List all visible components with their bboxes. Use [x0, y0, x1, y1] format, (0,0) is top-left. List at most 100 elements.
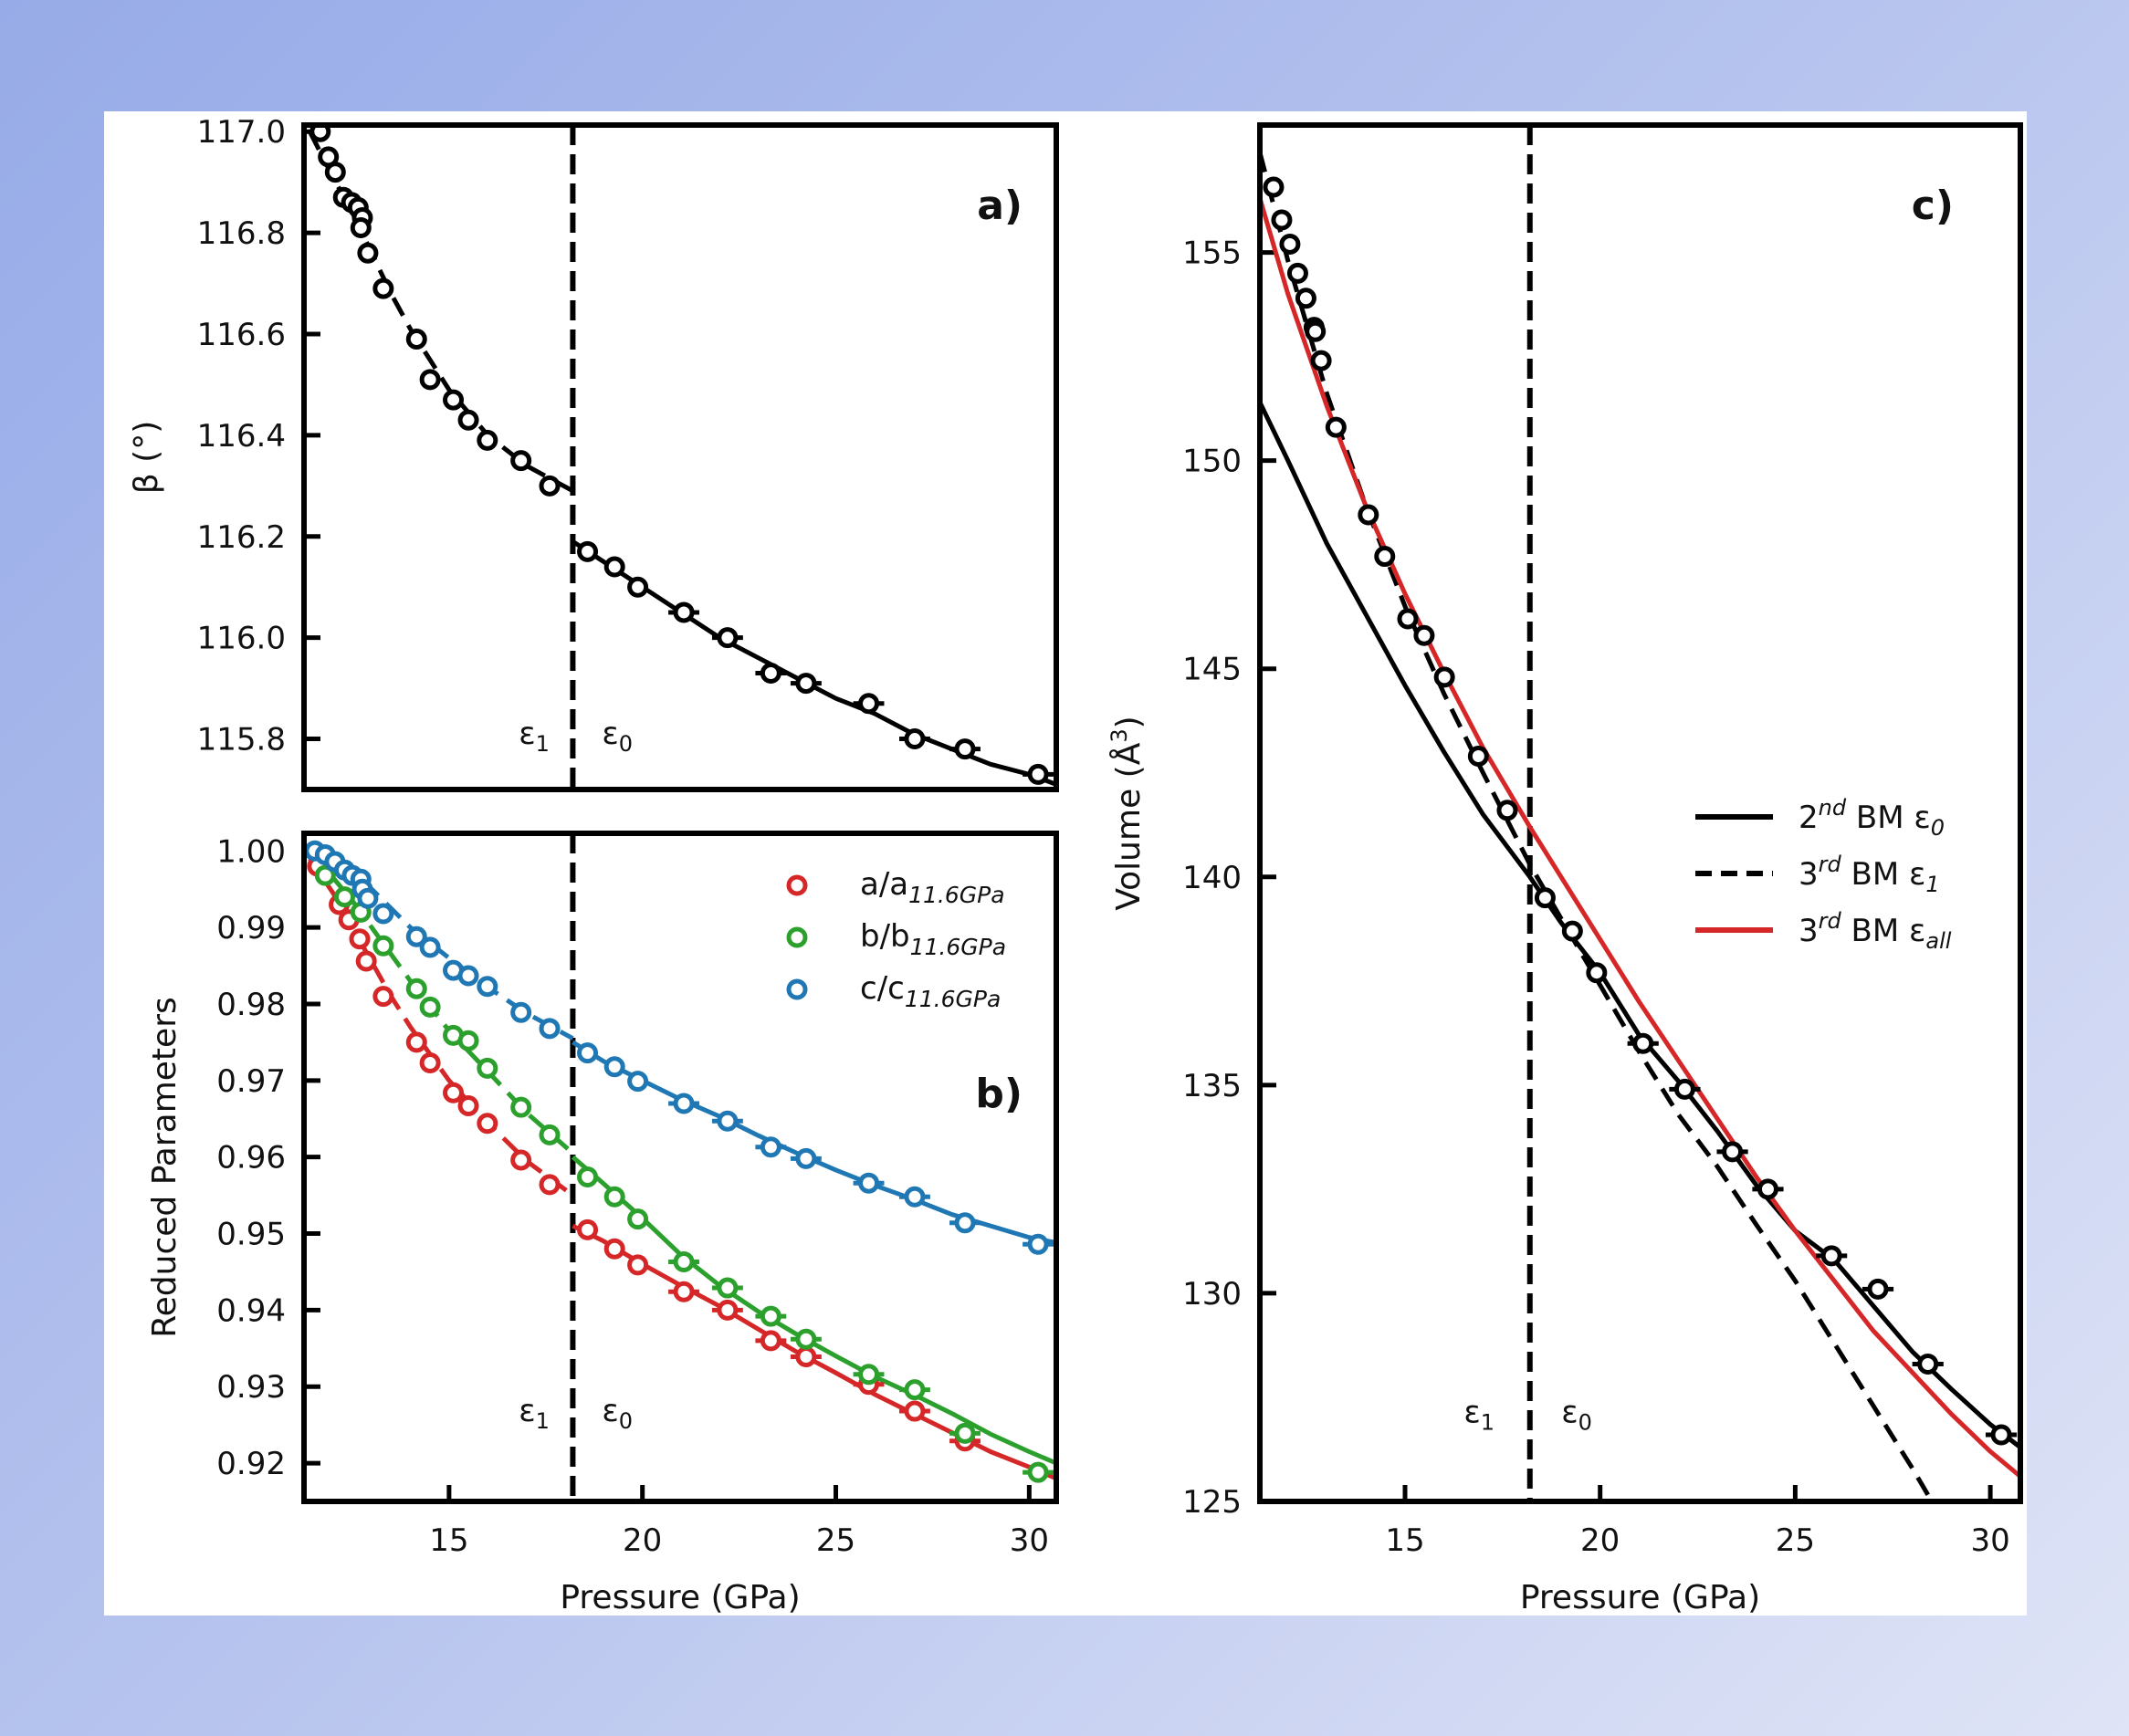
y-tick-label: 155 — [1182, 235, 1242, 272]
data-point — [510, 1096, 532, 1118]
data-point — [539, 1174, 561, 1196]
epsilon-subscript: 1 — [1481, 1409, 1494, 1435]
data-point — [760, 662, 781, 684]
legend-label: b/b11.6GPa — [860, 918, 1006, 960]
x-tick-label: 25 — [1776, 1522, 1815, 1559]
data-point — [1496, 800, 1518, 821]
fit-curve-dashed — [308, 857, 574, 1197]
plot-area — [308, 125, 1056, 787]
panel-a: 117.0 116.8 116.6 116.4 116.2 116.0 115.8 β (°)… — [128, 114, 1059, 792]
data-point — [795, 1147, 817, 1169]
data-point — [577, 1042, 599, 1064]
data-point — [355, 950, 377, 972]
y-tick-label: 0.92 — [216, 1446, 286, 1482]
data-point — [314, 864, 336, 886]
epsilon-symbol: ε — [1561, 1394, 1578, 1430]
data-point — [457, 409, 479, 431]
epsilon-subscript: 0 — [1578, 1409, 1592, 1435]
data-point — [603, 556, 625, 578]
y-axis-label: Reduced Parameters — [146, 997, 184, 1338]
data-point — [1467, 746, 1489, 768]
data-point — [357, 887, 379, 909]
y-tick-label: 0.95 — [216, 1217, 286, 1253]
data-point — [1279, 233, 1301, 255]
data-point — [673, 601, 695, 623]
legend-label: c/c11.6GPa — [860, 970, 1001, 1012]
y-axis-label: Volume (Å3) — [1106, 716, 1148, 910]
legend-label: 3rd BM ε1 — [1799, 852, 1940, 897]
axes-frame — [301, 831, 1059, 1504]
y-axis-label-end: ) — [1110, 716, 1148, 728]
epsilon-subscript: 0 — [619, 731, 633, 757]
panel-label: b) — [975, 1071, 1023, 1117]
legend-label-text: c/c — [860, 970, 905, 1007]
legend-label-text: 3 — [1799, 856, 1819, 893]
data-point — [1673, 1078, 1695, 1100]
data-point — [419, 936, 441, 958]
epsilon-symbol: ε — [519, 1393, 535, 1429]
data-point — [954, 1212, 976, 1234]
y-tick-label: 150 — [1182, 444, 1242, 480]
data-point — [717, 1299, 739, 1321]
x-tick-label: 15 — [429, 1522, 468, 1559]
data-point — [1632, 1032, 1654, 1054]
fit-curve-solid — [571, 1155, 1056, 1466]
data-point — [603, 1186, 625, 1208]
data-point — [627, 1254, 649, 1276]
data-point — [1325, 416, 1347, 438]
y-tick-label: 117.0 — [197, 114, 286, 151]
y-tick-label: 115.8 — [197, 722, 286, 758]
data-point — [1820, 1245, 1842, 1267]
legend-label-mid: BM ε — [1846, 800, 1931, 836]
data-point — [954, 738, 976, 760]
x-tick-label: 20 — [1580, 1522, 1620, 1559]
data-point — [717, 627, 739, 649]
data-point — [858, 1172, 880, 1194]
data-point — [673, 1093, 695, 1114]
data-point — [760, 1136, 781, 1158]
data-point — [443, 389, 465, 411]
data-point — [539, 1018, 561, 1040]
data-point — [372, 935, 394, 957]
data-point — [1027, 763, 1049, 785]
legend-label-subscript: 11.6GPa — [908, 882, 1004, 908]
data-point — [1757, 1178, 1778, 1200]
data-point — [372, 903, 394, 925]
data-point — [627, 1208, 649, 1230]
epsilon-symbol: ε — [519, 716, 535, 752]
data-point — [510, 450, 532, 472]
legend-label-subscript: 11.6GPa — [905, 986, 1001, 1012]
epsilon-subscript: 1 — [536, 1408, 550, 1434]
data-point — [419, 369, 441, 391]
y-tick-label: 1.00 — [216, 833, 286, 870]
legend-label-text: a/a — [860, 866, 908, 903]
data-point — [539, 475, 561, 497]
data-point — [1305, 320, 1327, 342]
data-point — [858, 1364, 880, 1386]
data-point — [357, 242, 379, 264]
data-point — [627, 576, 649, 598]
data-point — [477, 429, 498, 451]
panel-b: 1.00 0.99 0.98 0.97 0.96 0.95 0.94 0.93 0.92 15 20… — [146, 831, 1059, 1616]
data-point — [904, 1186, 926, 1208]
y-tick-label: 0.94 — [216, 1292, 286, 1329]
data-point — [760, 1305, 781, 1327]
x-axis-label: Pressure (GPa) — [1520, 1579, 1760, 1616]
data-point — [510, 1001, 532, 1023]
legend-label-subscript: 11.6GPa — [910, 934, 1006, 960]
data-point — [627, 1071, 649, 1093]
data-point — [1917, 1353, 1939, 1375]
data-point — [1263, 176, 1285, 198]
epsilon-annotation: ε1 — [519, 716, 550, 757]
figure-panel — [104, 111, 2027, 1616]
data-point — [1374, 546, 1396, 568]
fit-curve-solid — [572, 1223, 1056, 1481]
data-point — [795, 1328, 817, 1350]
y-tick-label: 116.2 — [197, 519, 286, 556]
data-point — [510, 1149, 532, 1171]
data-point — [1867, 1278, 1889, 1300]
y-tick-label: 0.93 — [216, 1369, 286, 1406]
data-point — [324, 162, 346, 183]
data-point — [1397, 608, 1419, 630]
